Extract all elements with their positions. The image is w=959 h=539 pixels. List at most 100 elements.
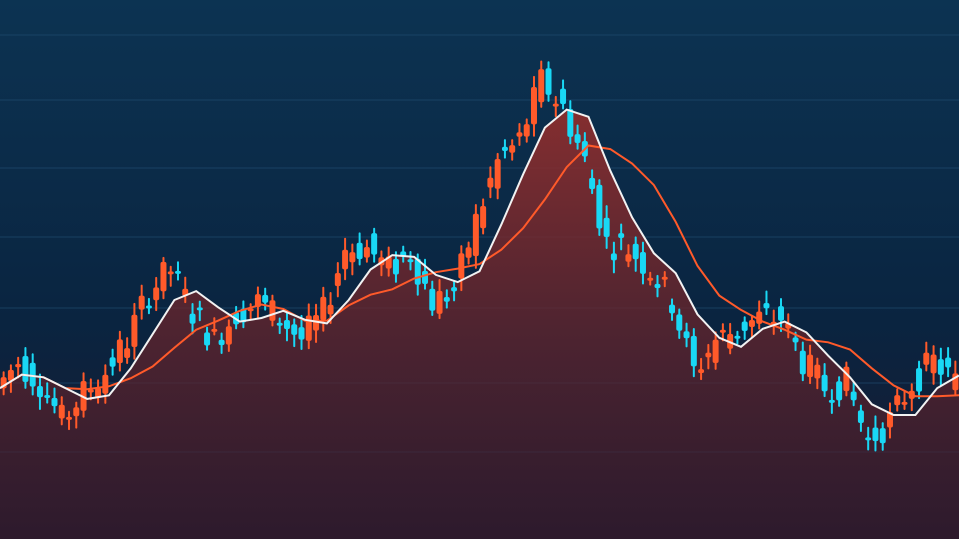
candle-up [124,348,131,358]
candle-down [545,68,552,95]
candle-down [276,322,283,326]
candle-up [15,364,22,368]
candle-up [153,287,160,301]
candle-up [211,328,218,332]
candle-up [516,132,523,137]
candle-up [647,277,654,281]
candle-up [138,295,145,310]
candle-down [618,233,625,239]
fast-ma-line [0,108,959,416]
candle-up [131,314,138,347]
candle-down [567,109,574,137]
candle-down [283,319,290,330]
candle-down [371,233,378,255]
candle-down [763,302,770,309]
candle-up [116,339,123,364]
candle-up [538,69,545,103]
candle-up [167,271,174,275]
candle-up [327,304,334,315]
candle-down [850,391,857,401]
candle-down [945,357,952,368]
candle-down [109,357,116,367]
candle-down [44,394,51,398]
candle-down [356,242,363,260]
candle-down [690,335,697,367]
candle-down [189,313,196,324]
candle-down [669,304,676,314]
candle-up [436,290,443,314]
candle-down [407,259,414,263]
candle-down [196,307,203,311]
candle-down [218,339,225,346]
candle-up [102,374,109,394]
candle-down [654,283,661,289]
candle-down [734,335,741,339]
candle-up [73,407,80,417]
candle-down [29,362,36,387]
candle-down [429,288,436,311]
candle-up [458,253,465,279]
candle-up [225,326,232,345]
candle-up [748,320,755,328]
candle-up [487,177,494,188]
candle-down [501,146,508,151]
candle-up [494,158,501,189]
candle-down [741,321,748,332]
candle-down [828,399,835,403]
candle-up [480,205,487,229]
candle-up [712,339,719,364]
candle-up [87,389,94,393]
candle-down [240,308,247,323]
candle-up [334,273,341,287]
candle-up [363,247,370,258]
candle-up [523,124,530,137]
candle-up [698,369,705,374]
candle-up [320,296,327,321]
candle-down [778,306,785,321]
candle-up [719,329,726,333]
candle-up [530,86,537,125]
candle-down [174,270,181,274]
candle-up [7,369,14,381]
candle-up [923,352,930,365]
candle-up [901,401,908,405]
candle-up [705,352,712,358]
candle-up [807,354,814,378]
candle-down [596,184,603,229]
candle-up [814,364,821,379]
candle-down [291,324,298,335]
candle-up [349,252,356,263]
candle-up [552,103,559,107]
candle-down [879,428,886,444]
candle-up [66,416,73,420]
candle-down [610,253,617,261]
candle-down [36,385,43,398]
candle-down [145,305,152,309]
candle-up [465,247,472,258]
candle-up [661,276,668,280]
candle-up [930,354,937,374]
candles [0,60,959,452]
candle-down [639,252,646,274]
candle-up [160,261,167,292]
candle-down [683,331,690,339]
candle-down [676,314,683,331]
candle-down [262,294,269,303]
candle-down [821,374,828,392]
candle-up [472,213,479,257]
candle-down [589,177,596,190]
candle-down [451,287,458,292]
candle-down [443,297,450,302]
area-under-fast-ma [0,109,959,539]
candle-up [313,315,320,331]
slow-ma-line [0,144,959,398]
candle-down [632,243,639,260]
area-fill [0,109,959,539]
candle-down [937,359,944,375]
candle-down [792,337,799,343]
candle-up [58,404,65,419]
candle-up [886,412,893,428]
candle-down [574,134,581,144]
candle-up [95,388,102,399]
